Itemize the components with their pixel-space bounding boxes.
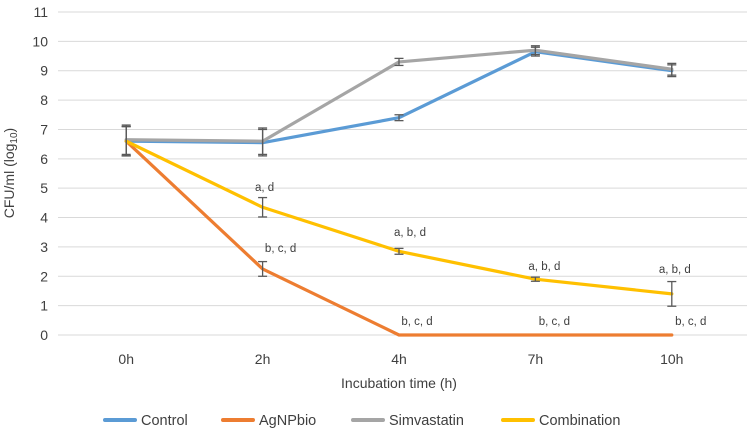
x-tick-label: 2h: [255, 351, 271, 367]
legend-label-agnpbio: AgNPbio: [259, 413, 316, 429]
y-tick-label: 6: [40, 151, 48, 167]
significance-annotation: a, b, d: [659, 264, 691, 276]
significance-annotation: b, c, d: [675, 316, 706, 328]
significance-annotation: b, c, d: [265, 243, 296, 255]
y-tick-label: 3: [40, 239, 48, 255]
x-tick-label: 7h: [528, 351, 544, 367]
y-tick-label: 10: [32, 33, 48, 49]
significance-annotation: a, b, d: [528, 261, 560, 273]
y-tick-label: 8: [40, 92, 48, 108]
y-tick-label: 1: [40, 298, 48, 314]
series-line-agnpbio: [124, 139, 674, 337]
y-tick-label: 2: [40, 268, 48, 284]
significance-annotation: b, c, d: [401, 316, 432, 328]
x-tick-label: 0h: [118, 351, 134, 367]
significance-annotation: b, c, d: [539, 316, 570, 328]
significance-annotation: a, b, d: [394, 227, 426, 239]
y-tick-label: 11: [33, 4, 48, 20]
legend-label-simvastatin: Simvastatin: [389, 413, 464, 429]
legend-label-combination: Combination: [539, 413, 620, 429]
x-tick-label: 4h: [391, 351, 407, 367]
y-tick-label: 0: [40, 327, 48, 343]
y-axis-title: CFU/ml (log10): [1, 128, 20, 218]
significance-annotation: a, d: [255, 182, 274, 194]
y-tick-label: 4: [40, 210, 48, 226]
y-tick-label: 9: [40, 63, 48, 79]
x-axis-title: Incubation time (h): [341, 375, 457, 391]
x-tick-label: 10h: [660, 351, 683, 367]
y-tick-label: 7: [40, 121, 48, 137]
legend-label-control: Control: [141, 413, 188, 429]
y-tick-label: 5: [40, 180, 48, 196]
